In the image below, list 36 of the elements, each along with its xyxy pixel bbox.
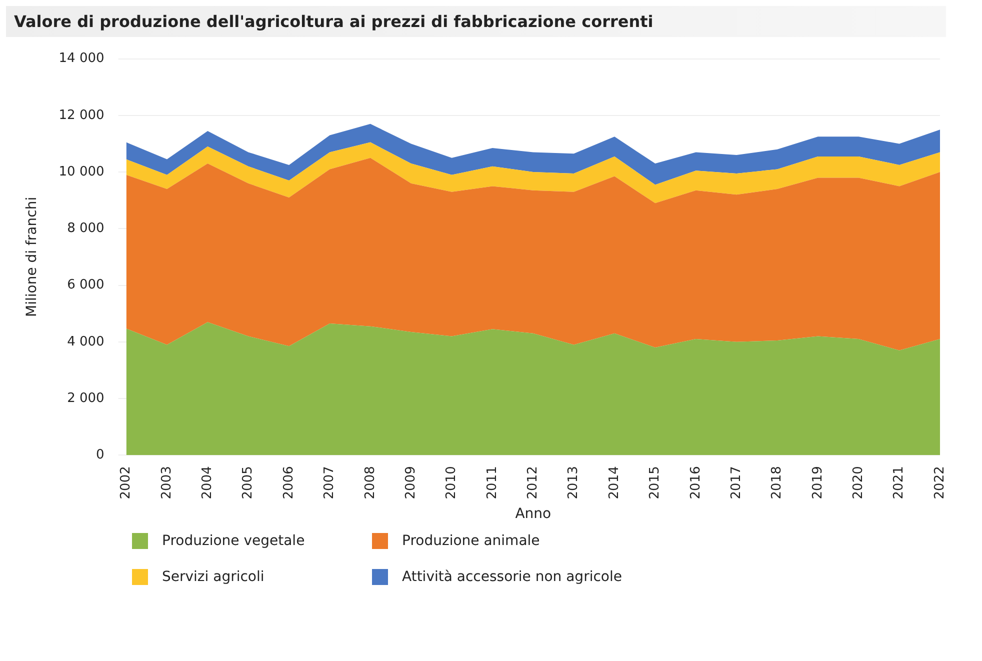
x-tick-label: 2007 xyxy=(322,466,338,500)
y-tick-label: 8 000 xyxy=(67,221,104,236)
x-tick-label: 2022 xyxy=(932,466,948,500)
x-tick-label: 2002 xyxy=(118,466,134,500)
legend-label: Attività accessorie non agricole xyxy=(401,569,623,585)
chart-title: Valore di produzione dell'agricoltura ai prezzi di fabbricazione correnti xyxy=(6,6,946,37)
legend-label: Servizi agricoli xyxy=(161,569,266,585)
x-tick-label: 2011 xyxy=(484,466,500,500)
x-axis-title: Anno xyxy=(515,506,552,522)
y-tick-label: 12 000 xyxy=(58,108,104,123)
x-tick-label: 2008 xyxy=(362,466,378,500)
x-tick-label: 2018 xyxy=(770,466,785,500)
x-tick-label: 2020 xyxy=(851,466,866,500)
x-tick-label: 2017 xyxy=(728,466,744,500)
x-tick-label: 2012 xyxy=(526,466,541,500)
x-tick-label: 2005 xyxy=(240,466,256,500)
y-axis-title: Milione di franchi xyxy=(24,196,40,317)
y-tick-label: 10 000 xyxy=(58,164,104,180)
x-tick-label: 2014 xyxy=(606,466,622,500)
legend-label: Produzione animale xyxy=(401,533,541,549)
x-tick-label: 2009 xyxy=(403,466,418,500)
y-tick-label: 6 000 xyxy=(67,278,104,293)
y-tick-label: 14 000 xyxy=(58,51,104,66)
y-tick-label: 0 xyxy=(96,447,104,462)
y-tick-label: 4 000 xyxy=(67,334,104,350)
x-tick-label: 2004 xyxy=(200,466,216,500)
x-tick-label: 2010 xyxy=(444,466,460,500)
x-tick-label: 2021 xyxy=(892,466,907,500)
x-tick-label: 2006 xyxy=(281,466,296,500)
x-tick-label: 2019 xyxy=(810,466,826,500)
legend-label: Produzione vegetale xyxy=(161,533,306,549)
x-tick-label: 2013 xyxy=(566,466,582,500)
x-tick-label: 2003 xyxy=(159,466,174,500)
x-tick-label: 2016 xyxy=(688,466,704,500)
y-tick-label: 2 000 xyxy=(67,390,104,406)
x-tick-label: 2015 xyxy=(648,466,663,500)
